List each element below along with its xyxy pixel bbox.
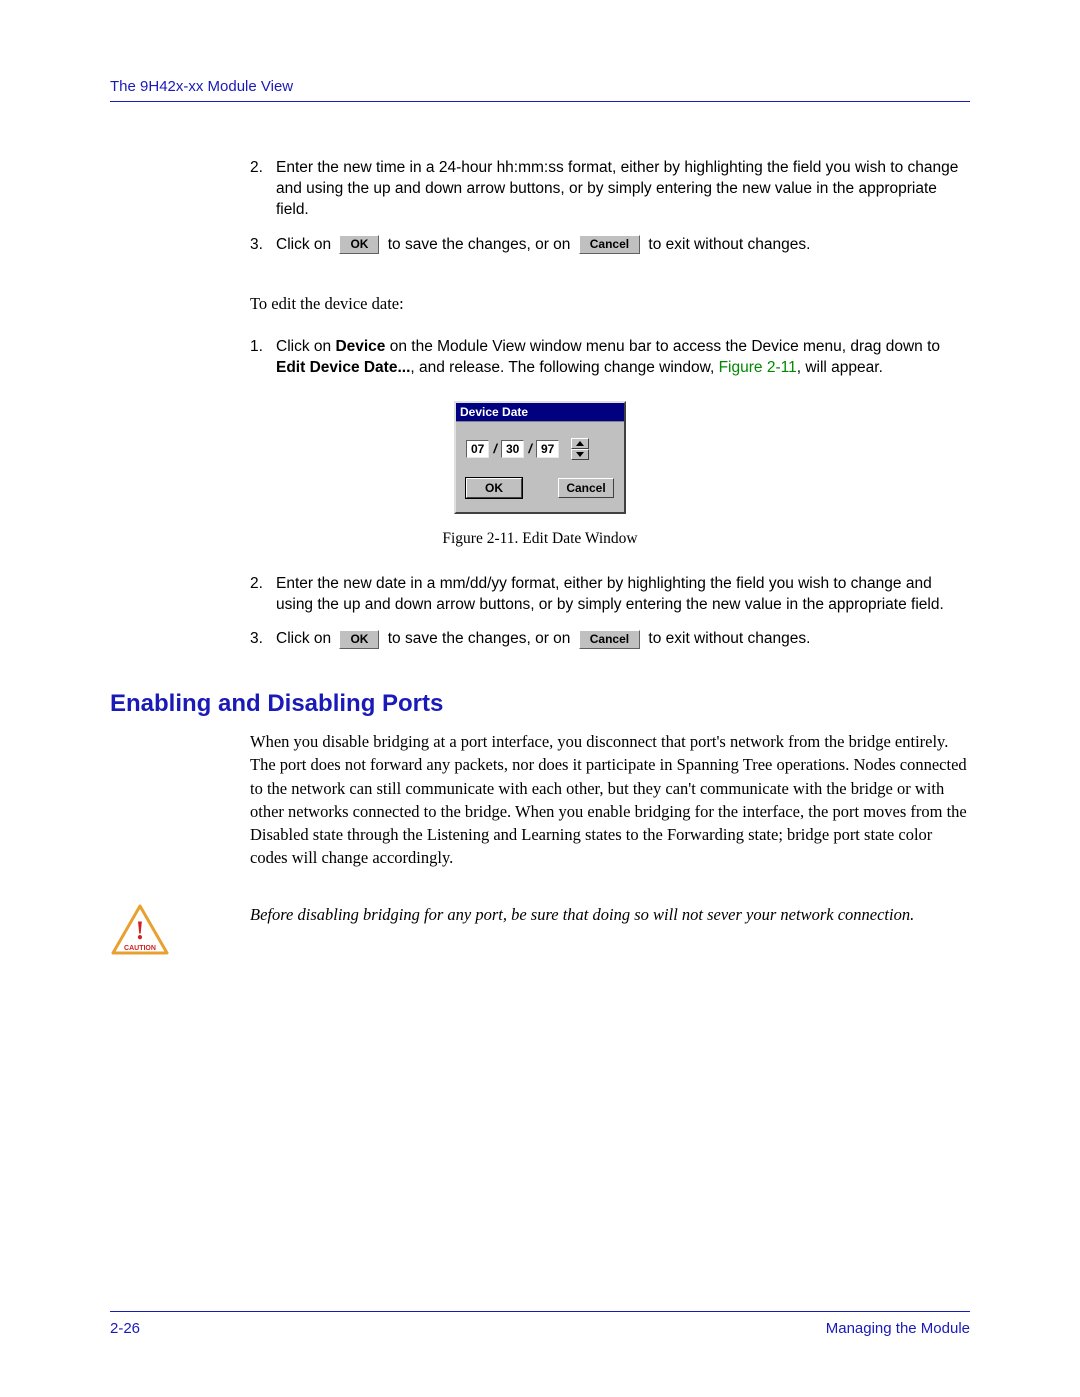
step-text: Click on OK to save the changes, or on C… <box>276 235 970 256</box>
text-fragment: to save the changes, or on <box>383 630 574 647</box>
text-fragment: on the Module View window menu bar to ac… <box>385 338 940 355</box>
text-fragment: to save the changes, or on <box>383 236 574 253</box>
caution-block: ! CAUTION Before disabling bridging for … <box>110 903 970 959</box>
chapter-title: Managing the Module <box>826 1320 970 1337</box>
edit-date-intro: To edit the device date: <box>250 292 970 315</box>
step-number: 2. <box>250 574 276 616</box>
figure-reference: Figure 2-11 <box>719 359 797 376</box>
spinner-down-button[interactable] <box>571 449 589 460</box>
text-fragment: , and release. The following change wind… <box>410 359 718 376</box>
figure-caption: Figure 2-11. Edit Date Window <box>110 530 970 548</box>
ok-button-inline[interactable]: OK <box>339 630 379 649</box>
text-fragment: Click on <box>276 338 335 355</box>
step-number: 3. <box>250 629 276 650</box>
steps-date-enter: 2. Enter the new date in a mm/dd/yy form… <box>250 574 970 651</box>
menu-name: Device <box>335 338 385 355</box>
spinner <box>571 438 589 460</box>
dialog-titlebar: Device Date <box>456 403 624 422</box>
text-fragment: , will appear. <box>797 359 883 376</box>
steps-time: 2. Enter the new time in a 24-hour hh:mm… <box>250 158 970 256</box>
text-fragment: Click on <box>276 236 335 253</box>
section-body: When you disable bridging at a port inte… <box>250 730 970 869</box>
menu-item-name: Edit Device Date... <box>276 359 410 376</box>
caution-label: CAUTION <box>124 945 156 952</box>
step-number: 1. <box>250 337 276 379</box>
step-text: Click on Device on the Module View windo… <box>276 337 970 379</box>
header-rule <box>110 101 970 102</box>
day-field[interactable]: 30 <box>501 440 524 458</box>
svg-text:!: ! <box>136 916 145 945</box>
caution-text: Before disabling bridging for any port, … <box>250 903 970 926</box>
device-date-dialog-figure: Device Date 07 / 30 / 97 <box>110 401 970 514</box>
separator: / <box>493 441 497 456</box>
chevron-down-icon <box>576 452 584 457</box>
device-date-dialog: Device Date 07 / 30 / 97 <box>454 401 626 514</box>
step-text: Enter the new date in a mm/dd/yy format,… <box>276 574 970 616</box>
ok-button-inline[interactable]: OK <box>339 235 379 254</box>
step-text: Enter the new time in a 24-hour hh:mm:ss… <box>276 158 970 221</box>
text-fragment: Click on <box>276 630 335 647</box>
page-header-title: The 9H42x-xx Module View <box>110 78 970 95</box>
step-number: 3. <box>250 235 276 256</box>
chevron-up-icon <box>576 441 584 446</box>
step-text: Click on OK to save the changes, or on C… <box>276 629 970 650</box>
dialog-button-row: OK Cancel <box>466 478 614 498</box>
text-fragment: to exit without changes. <box>644 236 810 253</box>
year-field[interactable]: 97 <box>536 440 559 458</box>
steps-date-open: 1. Click on Device on the Module View wi… <box>250 337 970 379</box>
page-footer: 2-26 Managing the Module <box>110 1311 970 1337</box>
month-field[interactable]: 07 <box>466 440 489 458</box>
cancel-button[interactable]: Cancel <box>558 478 614 498</box>
section-heading: Enabling and Disabling Ports <box>110 690 970 718</box>
cancel-button-inline[interactable]: Cancel <box>579 630 640 649</box>
caution-icon: ! CAUTION <box>110 903 184 959</box>
spinner-up-button[interactable] <box>571 438 589 449</box>
page-number: 2-26 <box>110 1320 140 1337</box>
text-fragment: to exit without changes. <box>644 630 810 647</box>
separator: / <box>528 441 532 456</box>
step-number: 2. <box>250 158 276 221</box>
cancel-button-inline[interactable]: Cancel <box>579 235 640 254</box>
ok-button[interactable]: OK <box>466 478 522 498</box>
date-input-row: 07 / 30 / 97 <box>466 438 614 460</box>
